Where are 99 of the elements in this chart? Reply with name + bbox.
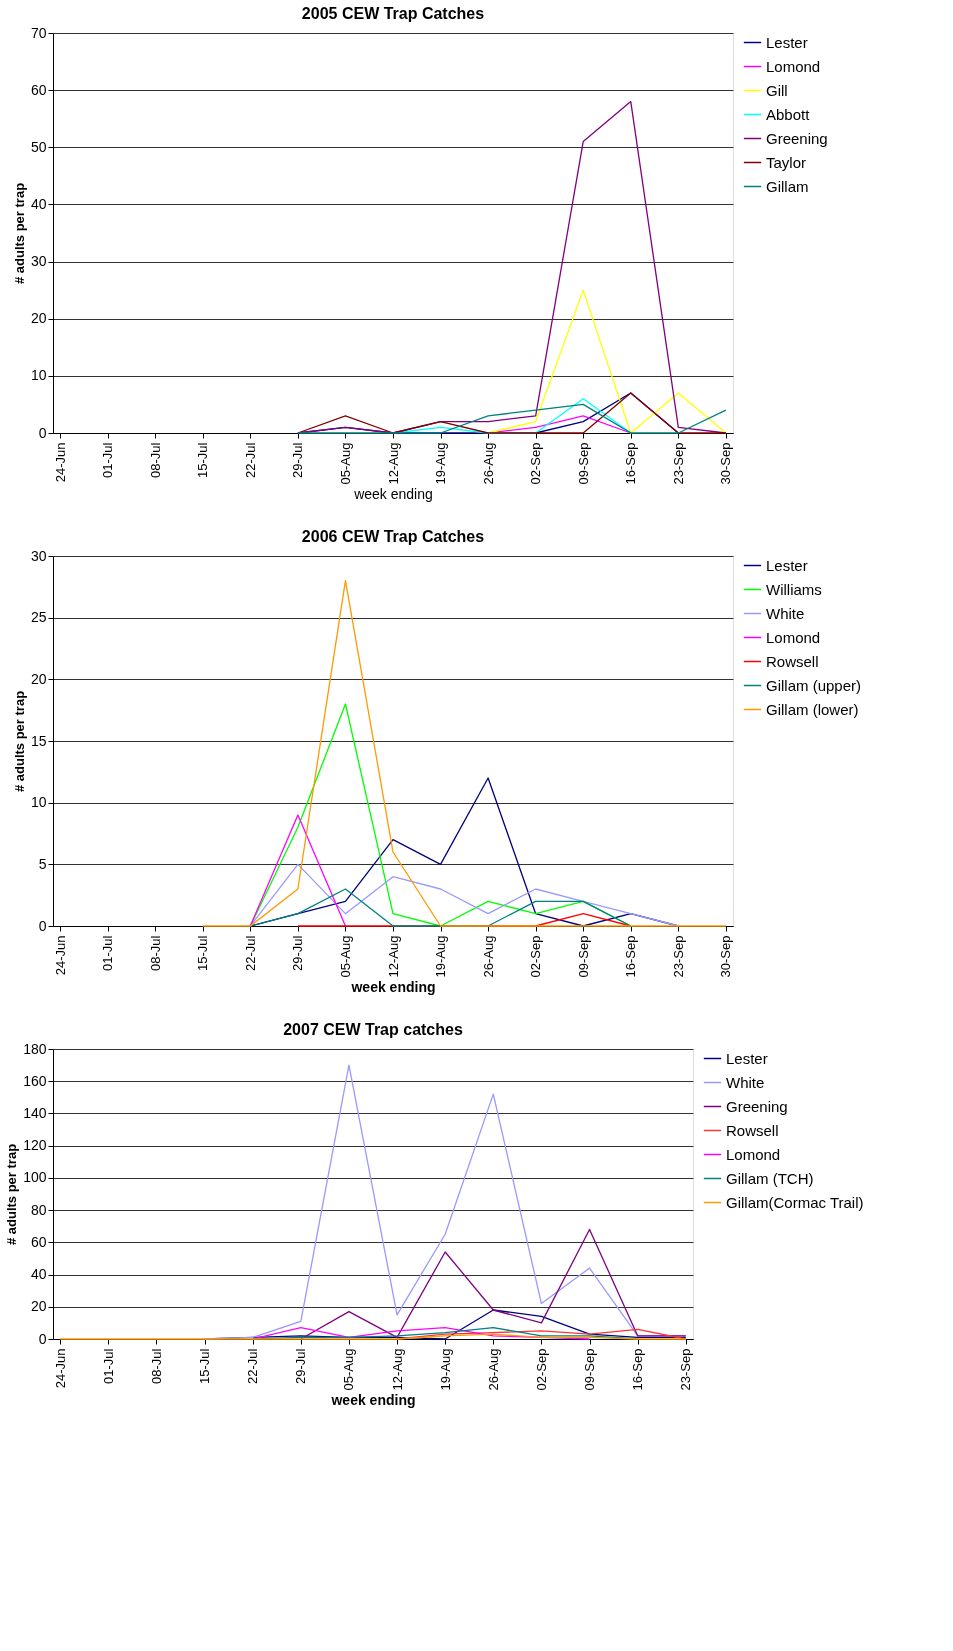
chart-title: 2005 CEW Trap Catches	[301, 5, 485, 22]
x-tick-label: 22-Jul	[242, 442, 258, 478]
y-tick-label: 120	[23, 1137, 47, 1154]
x-tick-label: 15-Jul	[195, 935, 211, 971]
x-tick-label: 26-Aug	[480, 442, 496, 485]
x-axis-title: week ending	[353, 486, 433, 503]
legend-label: Rowsell	[726, 1121, 779, 1139]
x-tick-label: 23-Sep	[678, 1348, 694, 1391]
legend-label: Lomond	[766, 57, 821, 75]
legend-label: Gillam(Cormac Trail)	[726, 1193, 864, 1211]
x-tick-label: 19-Aug	[433, 935, 449, 978]
y-tick-label: 25	[30, 609, 47, 626]
x-tick-label: 23-Sep	[670, 442, 686, 485]
x-tick-label: 29-Jul	[293, 1348, 309, 1384]
y-tick-label: 60	[30, 1233, 47, 1250]
legend-label: Lester	[766, 33, 808, 51]
x-tick-label: 05-Aug	[337, 935, 353, 978]
chart-title: 2006 CEW Trap Catches	[301, 528, 485, 545]
legend-label: White	[726, 1073, 765, 1091]
y-tick-label: 30	[30, 547, 47, 564]
x-tick-label: 15-Jul	[195, 442, 211, 478]
x-tick-label: 30-Sep	[718, 442, 734, 485]
legend-label: Gillam (upper)	[766, 676, 862, 694]
x-tick-label: 16-Sep	[623, 935, 639, 978]
x-tick-label: 24-Jun	[52, 935, 68, 976]
x-tick-label: 05-Aug	[341, 1348, 357, 1391]
x-tick-label: 23-Sep	[670, 935, 686, 978]
x-tick-label: 09-Sep	[575, 442, 591, 485]
x-tick-label: 12-Aug	[385, 935, 401, 978]
y-tick-label: 140	[23, 1104, 47, 1121]
y-tick-label: 60	[30, 81, 47, 98]
x-tick-label: 29-Jul	[290, 442, 306, 478]
x-tick-label: 02-Sep	[528, 935, 544, 978]
legend-label: Abbott	[766, 105, 811, 123]
x-tick-label: 01-Jul	[100, 442, 116, 478]
x-tick-label: 24-Jun	[52, 442, 68, 483]
y-tick-label: 10	[30, 794, 47, 811]
x-tick-label: 26-Aug	[485, 1348, 501, 1391]
x-tick-label: 12-Aug	[385, 442, 401, 485]
x-tick-label: 01-Jul	[100, 1348, 116, 1384]
y-tick-label: 70	[30, 24, 47, 41]
legend-label: Gillam (TCH)	[726, 1169, 814, 1187]
x-tick-label: 15-Jul	[197, 1348, 213, 1384]
x-tick-label: 09-Sep	[582, 1348, 598, 1391]
y-tick-label: 5	[38, 855, 47, 872]
legend-label: Williams	[766, 580, 822, 598]
x-tick-label: 26-Aug	[480, 935, 496, 978]
y-tick-label: 20	[30, 310, 47, 327]
legend-label: White	[766, 604, 805, 622]
y-tick-label: 160	[23, 1072, 47, 1089]
y-tick-label: 15	[30, 732, 47, 749]
x-tick-label: 19-Aug	[437, 1348, 453, 1391]
x-tick-label: 16-Sep	[630, 1348, 646, 1391]
x-tick-label: 09-Sep	[575, 935, 591, 978]
x-axis-title: week ending	[350, 979, 436, 996]
x-tick-label: 08-Jul	[147, 935, 163, 971]
x-tick-label: 02-Sep	[528, 442, 544, 485]
legend-label: Lester	[726, 1049, 768, 1067]
y-tick-label: 180	[23, 1040, 47, 1057]
legend-label: Gillam (lower)	[766, 700, 859, 718]
y-axis-title: # adults per trap	[4, 1143, 20, 1246]
y-tick-label: 40	[30, 195, 47, 212]
legend-label: Lester	[766, 556, 808, 574]
x-tick-label: 16-Sep	[623, 442, 639, 485]
x-tick-label: 19-Aug	[433, 442, 449, 485]
x-tick-label: 22-Jul	[242, 935, 258, 971]
legend-label: Rowsell	[766, 652, 819, 670]
x-tick-label: 08-Jul	[147, 442, 163, 478]
y-tick-label: 100	[23, 1169, 47, 1186]
y-tick-label: 20	[30, 670, 47, 687]
y-tick-label: 30	[30, 253, 47, 270]
x-tick-label: 01-Jul	[100, 935, 116, 971]
legend-label: Gillam	[766, 177, 809, 195]
y-tick-label: 0	[38, 1330, 47, 1347]
y-tick-label: 50	[30, 138, 47, 155]
x-tick-label: 22-Jul	[245, 1348, 261, 1384]
y-tick-label: 80	[30, 1201, 47, 1218]
legend-label: Taylor	[766, 153, 807, 171]
x-tick-label: 08-Jul	[148, 1348, 164, 1384]
x-tick-label: 02-Sep	[533, 1348, 549, 1391]
legend-label: Lomond	[766, 628, 821, 646]
legend-label: Gill	[766, 81, 788, 99]
legend-label: Greening	[726, 1097, 788, 1115]
chart-title: 2007 CEW Trap catches	[283, 1021, 463, 1038]
y-axis-title: # adults per trap	[11, 690, 27, 793]
y-tick-label: 10	[30, 367, 47, 384]
x-tick-label: 05-Aug	[337, 442, 353, 485]
legend-label: Greening	[766, 129, 828, 147]
y-tick-label: 0	[38, 917, 47, 934]
x-tick-label: 30-Sep	[718, 935, 734, 978]
legend-label: Lomond	[726, 1145, 781, 1163]
x-tick-label: 24-Jun	[52, 1348, 68, 1389]
y-tick-label: 20	[30, 1298, 47, 1315]
y-tick-label: 0	[38, 424, 47, 441]
x-tick-label: 12-Aug	[389, 1348, 405, 1391]
y-tick-label: 40	[30, 1266, 47, 1283]
x-tick-label: 29-Jul	[290, 935, 306, 971]
x-axis-title: week ending	[330, 1392, 416, 1409]
y-axis-title: # adults per trap	[11, 182, 27, 285]
